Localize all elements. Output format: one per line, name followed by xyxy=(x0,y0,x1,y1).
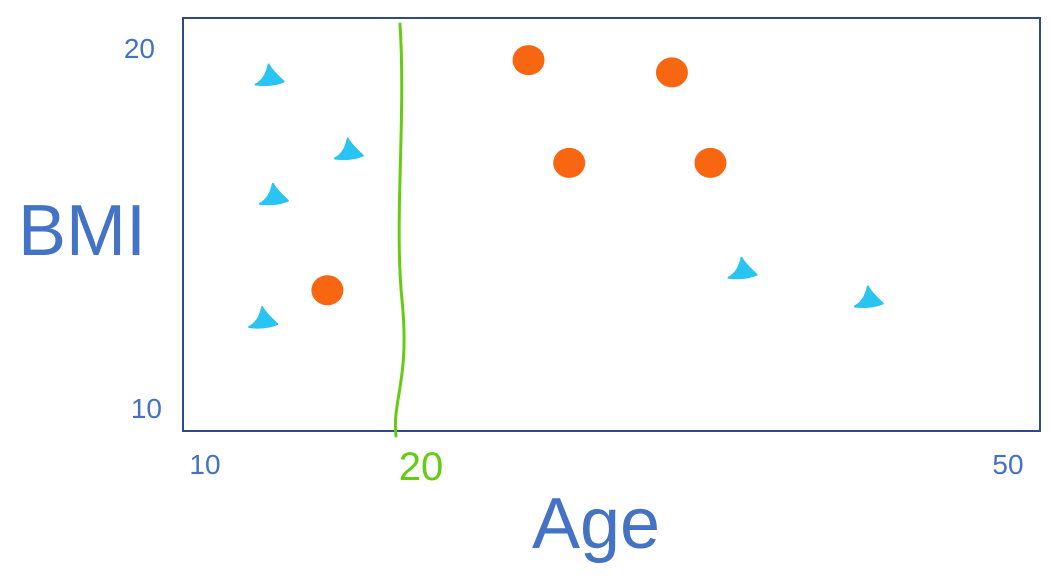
threshold-label: 20 xyxy=(399,445,444,489)
x-tick-label-right: 50 xyxy=(992,449,1023,480)
triangle-point-marker xyxy=(254,63,285,87)
y-tick-label-bottom: 10 xyxy=(131,393,162,424)
y-axis-title: BMI xyxy=(18,191,146,271)
circle-point-marker xyxy=(512,45,545,76)
circle-point-marker xyxy=(694,147,727,178)
triangle-point-marker xyxy=(853,285,884,309)
circle-point-marker xyxy=(553,147,586,178)
x-axis-title: Age xyxy=(532,484,660,564)
y-tick-label-top: 20 xyxy=(124,33,155,64)
threshold-line xyxy=(393,22,406,438)
triangle-point-marker xyxy=(333,137,364,161)
circle-point-marker xyxy=(655,57,688,88)
plot-area-frame xyxy=(182,17,1041,432)
triangle-point-marker xyxy=(258,182,289,206)
circle-point-marker xyxy=(311,275,344,306)
triangle-point-marker xyxy=(727,256,758,280)
x-tick-label-left: 10 xyxy=(189,449,220,480)
triangle-point-marker xyxy=(248,306,279,329)
